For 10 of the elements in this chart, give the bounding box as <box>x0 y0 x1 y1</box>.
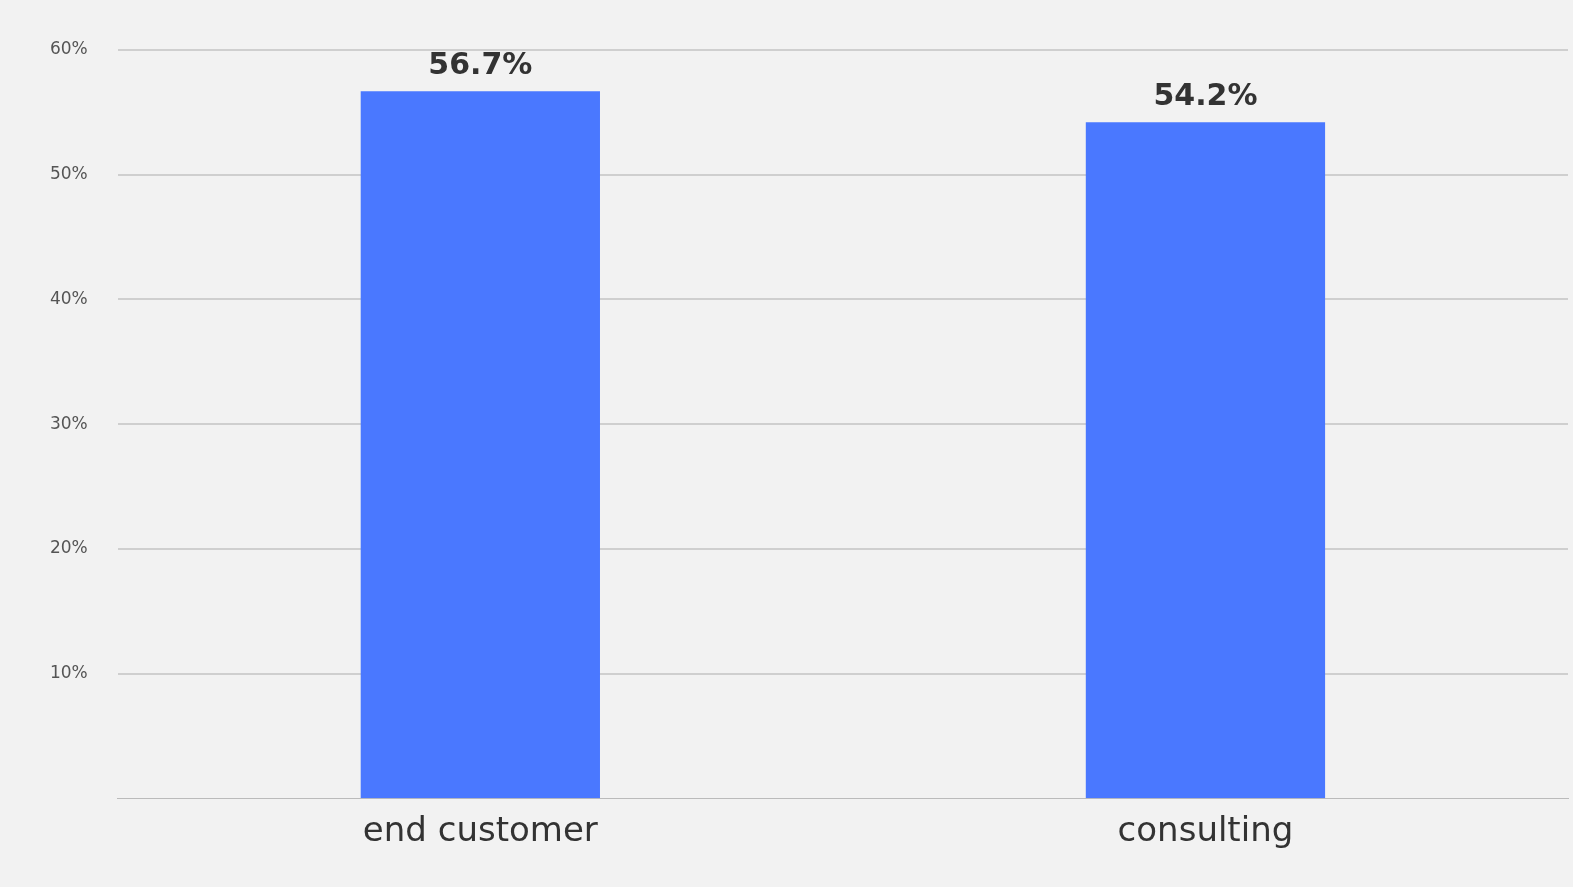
y-tick-label: 50% <box>49 163 88 184</box>
y-tick-label: 20% <box>49 537 88 558</box>
x-tick-label: end customer <box>362 809 598 850</box>
x-tick-label: consulting <box>1117 809 1294 850</box>
y-tick-label: 60% <box>49 38 88 59</box>
y-tick-label: 10% <box>49 661 88 682</box>
y-tick-label: 40% <box>49 287 88 308</box>
y-tick-label: 30% <box>49 412 88 433</box>
data-label: 56.7% <box>428 45 533 81</box>
data-label: 54.2% <box>1153 77 1258 113</box>
